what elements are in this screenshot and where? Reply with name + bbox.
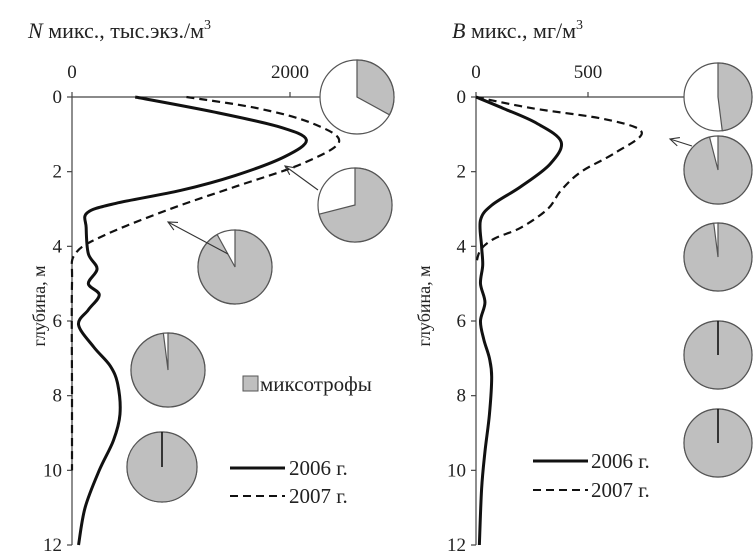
arrow-head [283,165,295,176]
legend-mixotrophs: миксотрофы [242,372,372,396]
panel-b-ytick-label: 0 [457,87,467,108]
panel-n-ytick-label: 0 [53,87,63,108]
arrow-head [668,137,680,147]
panel-n: N микс., тыс.экз./м3 глубина, м 0 2000 0 2 4… [27,18,395,552]
pie-mixotroph-slice [683,222,753,292]
panel-b: B микс., мг/м3 глубина, м 0 500 0 2 4 6 8 10 12 [414,18,753,552]
panel-b-pie [683,408,753,478]
panel-n-title: N микс., тыс.экз./м3 [27,18,211,43]
panel-b-xtick-label: 0 [471,62,481,83]
panel-b-ytick-label: 6 [457,311,467,332]
panel-n-title-sup: 3 [204,18,211,33]
arrow-shaft [167,221,229,255]
panel-n-pie [126,431,198,503]
panel-n-series-2006-line [77,95,308,546]
panel-n-pointer-arrow [283,165,319,191]
panel-b-pie [683,135,753,205]
legend-panel-b: 2006 г. 2007 г. [533,449,650,502]
pie-mixotroph-slice [318,167,393,243]
panel-n-series-2007-line [70,95,341,471]
panel-n-ylabel: глубина, м [29,265,49,346]
legend-b-2007-label: 2007 г. [591,478,650,502]
panel-n-title-rest: микс., тыс.экз./м [43,18,204,43]
legend-panel-n: 2006 г. 2007 г. [230,456,348,508]
pie-mixotroph-slice [197,229,273,305]
panel-b-pointer-arrow [668,137,693,147]
panel-b-ytick-label: 12 [447,535,466,552]
pie-mixotroph-slice [356,59,395,116]
panel-b-ylabel: глубина, м [414,265,434,346]
panel-b-ytick-label: 8 [457,386,467,407]
panel-b-ytick-label: 10 [447,460,466,481]
panel-b-title-var: B [452,18,465,43]
panel-n-ytick-label: 6 [53,311,63,332]
panel-b-pie [683,222,753,292]
panel-b-pie [683,320,753,390]
panel-b-pie [683,62,753,132]
legend-n-2006-label: 2006 г. [289,456,348,480]
arrow-shaft [284,165,319,191]
panel-n-xtick-label: 2000 [271,62,309,83]
panel-n-pie [319,59,395,135]
panel-n-xtick-label: 0 [67,62,77,83]
pie-mixotroph-slice [683,135,753,205]
panel-b-xtick-label: 500 [574,62,603,83]
panel-n-ytick-label: 4 [53,236,63,257]
legend-n-2007-label: 2007 г. [289,484,348,508]
panel-n-pie [197,229,273,305]
legend-mixotrophs-swatch [242,375,259,392]
panel-b-ytick-label: 4 [457,236,467,257]
legend-b-2006-label: 2006 г. [591,449,650,473]
pie-mixotroph-slice [130,332,206,408]
panel-b-series-2007-line [474,95,643,266]
panel-n-ytick-label: 8 [53,386,63,407]
panel-n-pointer-arrow [166,221,229,255]
legend-mixotrophs-label: миксотрофы [260,372,372,396]
panel-b-title: B микс., мг/м3 [452,18,583,43]
panel-n-pie [317,167,393,243]
arrow-shaft [669,138,693,147]
arrow-head [166,221,179,231]
panel-b-title-rest: микс., мг/м [465,18,576,43]
panel-n-ytick-label: 12 [43,535,62,552]
panel-n-title-var: N [27,18,44,43]
pie-mixotroph-slice [717,62,753,132]
panel-n-ytick-label: 10 [43,460,62,481]
panel-b-series-2006-line [475,95,564,546]
panel-n-pie [130,332,206,408]
panel-b-title-sup: 3 [576,18,583,33]
panel-n-ytick-label: 2 [53,162,63,183]
panel-b-ytick-label: 2 [457,162,467,183]
